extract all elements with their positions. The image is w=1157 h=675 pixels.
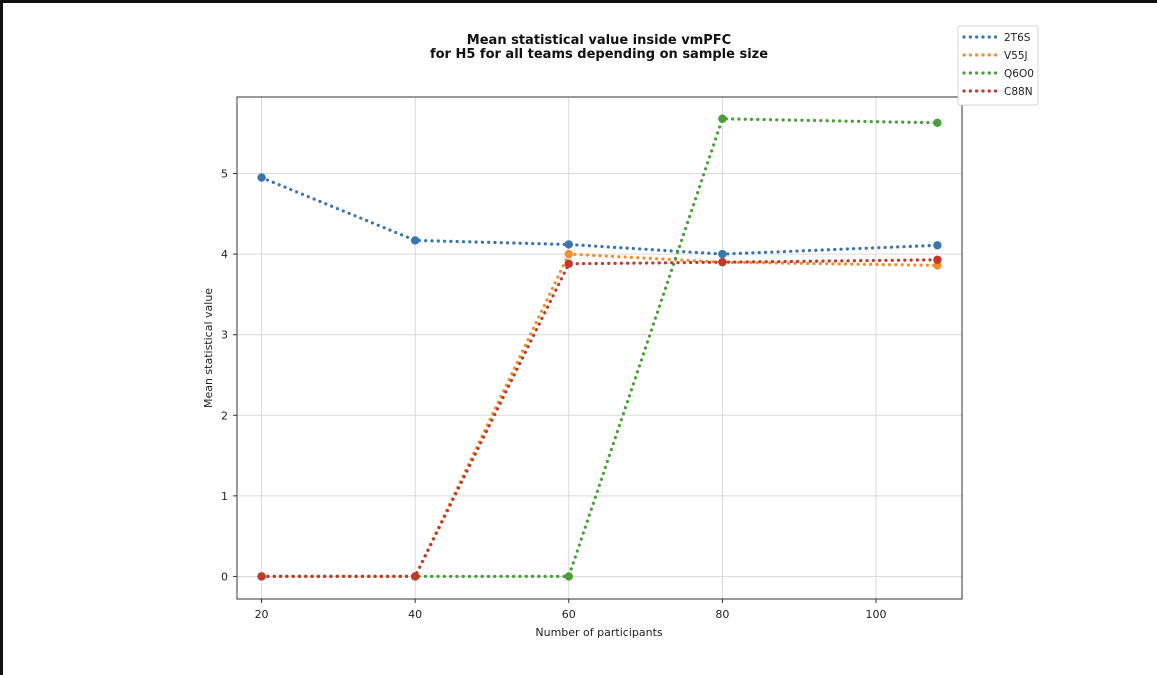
- y-axis-ticks: 0 1 2 3 4 5: [221, 168, 237, 583]
- data-point-q6o0: [933, 118, 942, 127]
- y-tick-label: 4: [221, 248, 228, 261]
- y-tick-label: 3: [221, 329, 228, 342]
- x-axis-ticks: 20 40 60 80 100: [255, 599, 886, 621]
- data-series: [257, 114, 942, 581]
- legend-box: [957, 25, 1039, 106]
- series-line-q6o0: [260, 117, 940, 579]
- x-tick-label: 80: [715, 608, 729, 621]
- legend-label-2t6s: 2T6S: [1004, 32, 1031, 44]
- chart-title-line-2: for H5 for all teams depending on sample…: [430, 47, 768, 62]
- legend-label-v55j: V55J: [1004, 50, 1028, 62]
- data-point-2t6s: [410, 236, 420, 245]
- y-axis-label: Mean statistical value: [202, 288, 215, 408]
- data-point-c88n: [718, 257, 727, 267]
- y-tick-label: 2: [221, 409, 228, 422]
- x-tick-label: 40: [408, 608, 422, 621]
- series-2t6s: [257, 173, 942, 259]
- data-point-c88n: [564, 259, 573, 268]
- chart-title: Mean statistical value inside vmPFC for …: [430, 33, 768, 62]
- legend-label-q6o0: Q6O0: [1004, 68, 1034, 80]
- y-tick-label: 1: [221, 490, 228, 503]
- x-tick-label: 20: [255, 608, 269, 621]
- data-point-c88n: [257, 572, 266, 581]
- y-tick-label: 0: [221, 570, 228, 583]
- data-point-2t6s: [718, 249, 727, 259]
- data-point-c88n: [410, 572, 420, 581]
- data-point-2t6s: [257, 173, 266, 182]
- data-point-2t6s: [933, 241, 942, 250]
- x-axis-label: Number of participants: [535, 626, 663, 639]
- data-point-q6o0: [564, 572, 573, 581]
- series-line-c88n: [260, 258, 940, 579]
- series-line-2t6s: [260, 176, 940, 256]
- grid-lines: [237, 97, 962, 599]
- plot-area-frame: [236, 96, 963, 600]
- legend: 2T6S V55J Q6O0 C88N: [957, 25, 1039, 106]
- y-tick-label: 5: [221, 168, 228, 181]
- data-point-2t6s: [564, 240, 573, 249]
- series-c88n: [257, 255, 942, 581]
- x-tick-label: 60: [562, 608, 576, 621]
- chart-title-line-1: Mean statistical value inside vmPFC: [467, 33, 731, 48]
- x-tick-label: 100: [865, 608, 886, 621]
- data-point-c88n: [933, 255, 942, 264]
- data-point-v55j: [564, 249, 573, 259]
- data-point-q6o0: [718, 114, 727, 123]
- legend-label-c88n: C88N: [1004, 86, 1033, 98]
- series-q6o0: [257, 114, 942, 581]
